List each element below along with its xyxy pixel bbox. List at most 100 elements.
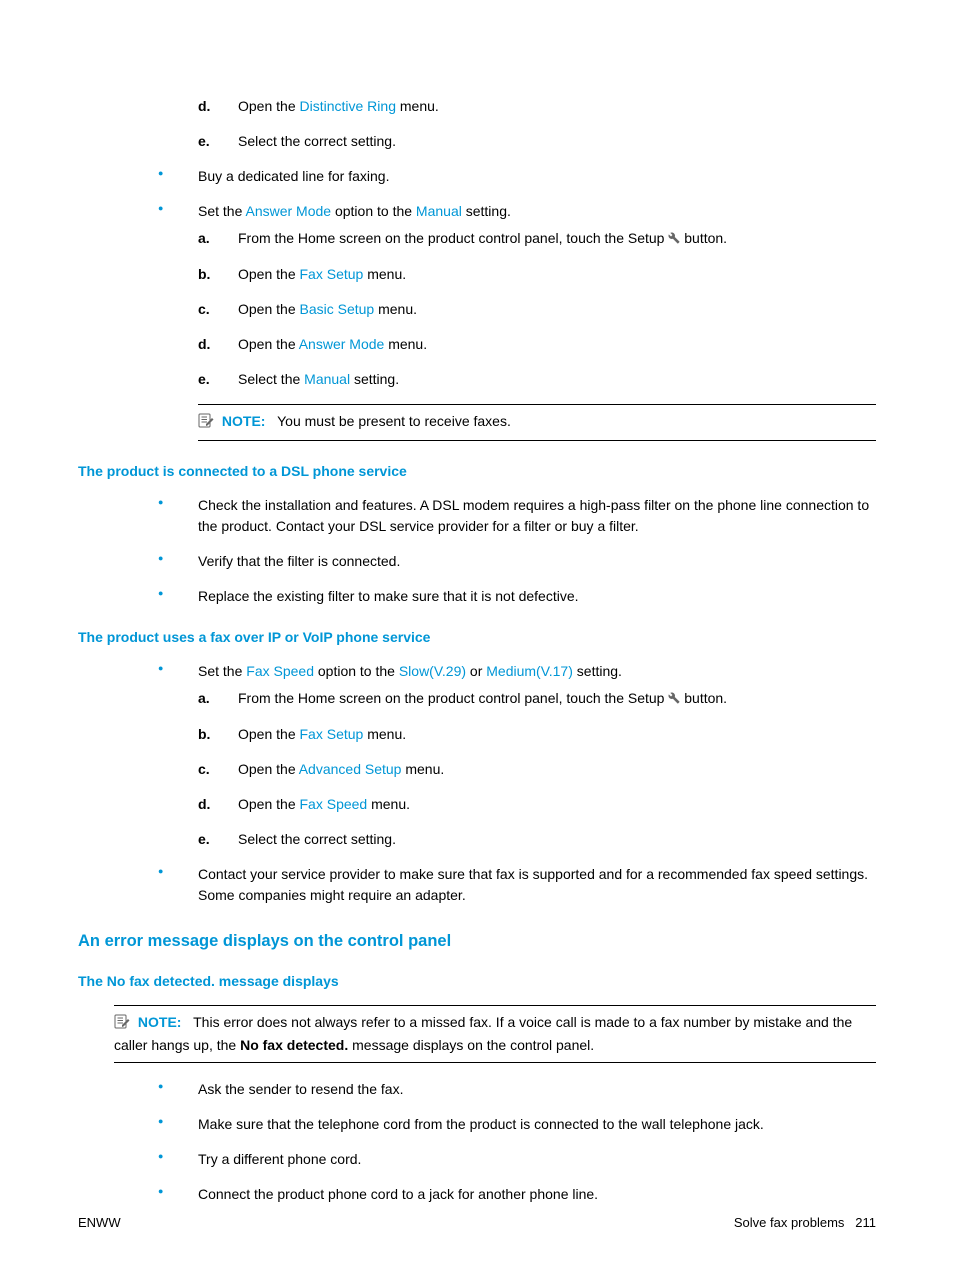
step-a: a. From the Home screen on the product c… <box>198 688 876 710</box>
heading-voip: The product uses a fax over IP or VoIP p… <box>78 629 876 645</box>
continued-steps: d. Open the Distinctive Ring menu. e. Se… <box>78 96 876 152</box>
bullet-text: Try a different phone cord. <box>198 1151 361 1167</box>
step-text-post: menu. <box>401 761 444 777</box>
fax-speed-link: Fax Speed <box>246 663 314 679</box>
step-marker: b. <box>198 264 210 285</box>
footer-left: ENWW <box>78 1215 121 1230</box>
page-footer: ENWW Solve fax problems 211 <box>78 1215 876 1230</box>
fax-speed-link: Fax Speed <box>300 796 368 812</box>
footer-right: Solve fax problems 211 <box>734 1215 876 1230</box>
advanced-setup-link: Advanced Setup <box>299 761 402 777</box>
step-text-post: menu. <box>363 726 406 742</box>
step-text-post: button. <box>680 690 727 706</box>
step-marker: e. <box>198 369 210 390</box>
note-label: NOTE: <box>222 413 266 429</box>
step-text-pre: Open the <box>238 301 300 317</box>
answer-mode-link: Answer Mode <box>245 203 331 219</box>
note-text: You must be present to receive faxes. <box>277 413 511 429</box>
step-text: Select the correct setting. <box>238 831 396 847</box>
answer-mode-link: Answer Mode <box>299 336 385 352</box>
step-marker: e. <box>198 131 210 152</box>
manual-link: Manual <box>416 203 462 219</box>
bullet-text: Ask the sender to resend the fax. <box>198 1081 403 1097</box>
step-marker: e. <box>198 829 210 850</box>
manual-link: Manual <box>304 371 350 387</box>
bullet-text-pre: Set the <box>198 663 246 679</box>
bullet-text-mid2: or <box>466 663 486 679</box>
bullet-nofax-2: Make sure that the telephone cord from t… <box>158 1114 876 1135</box>
bullet-list-voip: Set the Fax Speed option to the Slow(V.2… <box>78 661 876 906</box>
wrench-icon <box>668 689 680 710</box>
step-c: c. Open the Basic Setup menu. <box>198 299 876 320</box>
bullet-text-post: setting. <box>462 203 511 219</box>
bullet-list-a: Buy a dedicated line for faxing. Set the… <box>78 166 876 441</box>
step-marker: b. <box>198 724 210 745</box>
step-text-pre: Open the <box>238 98 300 114</box>
fax-setup-link: Fax Setup <box>300 266 364 282</box>
bullet-text: Verify that the filter is connected. <box>198 553 400 569</box>
step-text-post: menu. <box>374 301 417 317</box>
medium-link: Medium(V.17) <box>486 663 573 679</box>
footer-section: Solve fax problems <box>734 1215 845 1230</box>
step-e: e. Select the Manual setting. <box>198 369 876 390</box>
step-text-post: menu. <box>396 98 439 114</box>
basic-setup-link: Basic Setup <box>300 301 375 317</box>
step-marker: c. <box>198 299 210 320</box>
note-icon <box>198 413 214 434</box>
step-text-post: menu. <box>367 796 410 812</box>
note-text-post: message displays on the control panel. <box>348 1037 594 1053</box>
bullet-voip-1: Set the Fax Speed option to the Slow(V.2… <box>158 661 876 850</box>
bullet-text: Replace the existing filter to make sure… <box>198 588 579 604</box>
distinctive-ring-link: Distinctive Ring <box>300 98 396 114</box>
step-marker: c. <box>198 759 210 780</box>
bullet-text-mid: option to the <box>331 203 416 219</box>
bullet-buy-line: Buy a dedicated line for faxing. <box>158 166 876 187</box>
step-d: d. Open the Answer Mode menu. <box>198 334 876 355</box>
bullet-text: Check the installation and features. A D… <box>198 497 869 534</box>
step-text-post: button. <box>680 230 727 246</box>
step-text: Select the correct setting. <box>238 133 396 149</box>
wrench-icon <box>668 229 680 250</box>
note-present: NOTE: You must be present to receive fax… <box>198 404 876 441</box>
bullet-text: Buy a dedicated line for faxing. <box>198 168 389 184</box>
step-text-post: menu. <box>384 336 427 352</box>
step-marker: a. <box>198 228 210 249</box>
bullet-list-nofax: Ask the sender to resend the fax. Make s… <box>78 1079 876 1205</box>
heading-error: An error message displays on the control… <box>78 932 876 951</box>
step-marker: d. <box>198 334 210 355</box>
step-text-post: setting. <box>350 371 399 387</box>
bullet-text-pre: Set the <box>198 203 245 219</box>
answer-mode-steps: a. From the Home screen on the product c… <box>78 228 876 390</box>
heading-dsl: The product is connected to a DSL phone … <box>78 463 876 479</box>
step-e: e. Select the correct setting. <box>198 131 876 152</box>
bullet-list-dsl: Check the installation and features. A D… <box>78 495 876 607</box>
step-text-pre: Open the <box>238 796 300 812</box>
note-nofax: NOTE: This error does not always refer t… <box>114 1005 876 1063</box>
bullet-set-answer-mode: Set the Answer Mode option to the Manual… <box>158 201 876 441</box>
fax-speed-steps: a. From the Home screen on the product c… <box>78 688 876 850</box>
bullet-voip-2: Contact your service provider to make su… <box>158 864 876 906</box>
step-b: b. Open the Fax Setup menu. <box>198 724 876 745</box>
note-bold: No fax detected. <box>240 1037 348 1053</box>
step-marker: a. <box>198 688 210 709</box>
step-text-pre: Open the <box>238 266 300 282</box>
step-e: e. Select the correct setting. <box>198 829 876 850</box>
step-text-pre: Select the <box>238 371 304 387</box>
step-d: d. Open the Distinctive Ring menu. <box>198 96 876 117</box>
step-text-pre: Open the <box>238 336 299 352</box>
heading-nofax: The No fax detected. message displays <box>78 973 876 989</box>
note-icon <box>114 1014 130 1035</box>
step-text-pre: Open the <box>238 726 300 742</box>
step-b: b. Open the Fax Setup menu. <box>198 264 876 285</box>
step-a: a. From the Home screen on the product c… <box>198 228 876 250</box>
note-label: NOTE: <box>138 1014 182 1030</box>
bullet-nofax-4: Connect the product phone cord to a jack… <box>158 1184 876 1205</box>
step-text-pre: From the Home screen on the product cont… <box>238 230 668 246</box>
fax-setup-link: Fax Setup <box>300 726 364 742</box>
document-page: d. Open the Distinctive Ring menu. e. Se… <box>0 0 954 1270</box>
bullet-dsl-3: Replace the existing filter to make sure… <box>158 586 876 607</box>
bullet-dsl-2: Verify that the filter is connected. <box>158 551 876 572</box>
bullet-nofax-1: Ask the sender to resend the fax. <box>158 1079 876 1100</box>
step-text-post: menu. <box>363 266 406 282</box>
step-marker: d. <box>198 96 210 117</box>
